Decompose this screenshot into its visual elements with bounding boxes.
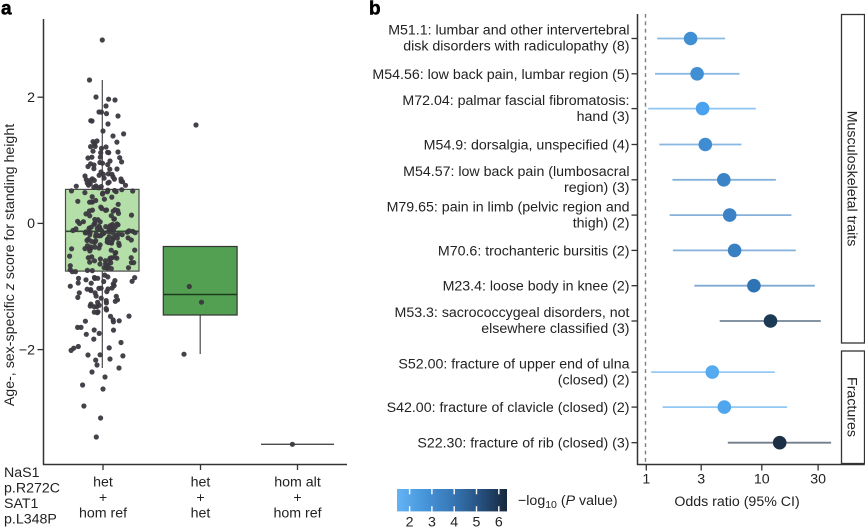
svg-text:3: 3	[697, 472, 705, 488]
svg-text:hand (3): hand (3)	[577, 109, 630, 125]
svg-text:+: +	[293, 490, 301, 506]
svg-text:hom alt: hom alt	[274, 474, 321, 490]
svg-text:het: het	[93, 474, 113, 490]
svg-text:SAT1: SAT1	[4, 496, 39, 512]
svg-text:thigh) (2): thigh) (2)	[573, 215, 630, 231]
svg-text:Odds ratio (95% CI): Odds ratio (95% CI)	[674, 494, 799, 510]
svg-text:het: het	[191, 506, 211, 522]
svg-text:S22.30: fracture of rib (close: S22.30: fracture of rib (closed) (3)	[417, 436, 629, 452]
svg-text:region) (3): region) (3)	[564, 180, 629, 196]
svg-text:Fractures: Fractures	[844, 377, 860, 437]
svg-text:M54.9: dorsalgia, unspecified: M54.9: dorsalgia, unspecified (4)	[424, 138, 630, 154]
svg-text:+: +	[196, 490, 204, 506]
svg-text:6: 6	[495, 515, 503, 528]
svg-text:p.R272C: p.R272C	[4, 481, 60, 497]
svg-text:het: het	[191, 474, 211, 490]
svg-text:hom ref: hom ref	[79, 506, 127, 522]
svg-text:2: 2	[27, 90, 35, 106]
svg-text:−log10 (P value): −log10 (P value)	[518, 493, 618, 511]
svg-text:M23.4: loose body in knee (2): M23.4: loose body in knee (2)	[443, 279, 630, 295]
svg-text:5: 5	[473, 515, 481, 528]
svg-text:S42.00: fracture of clavicle (: S42.00: fracture of clavicle (closed) (2…	[387, 400, 630, 416]
svg-text:M51.1: lumbar and other interv: M51.1: lumbar and other intervertebral	[388, 23, 629, 39]
svg-text:p.L348P: p.L348P	[4, 512, 57, 527]
svg-text:NaS1: NaS1	[4, 465, 40, 481]
svg-text:S52.00: fracture of upper end: S52.00: fracture of upper end of ulna	[398, 356, 629, 372]
svg-text:M53.3: sacrococcygeal disorder: M53.3: sacrococcygeal disorders, not	[395, 305, 630, 321]
svg-text:M79.65: pain in limb (pelvic r: M79.65: pain in limb (pelvic region and	[387, 199, 630, 215]
svg-text:+: +	[99, 490, 107, 506]
svg-text:disk disorders with radiculopa: disk disorders with radiculopathy (8)	[403, 39, 629, 55]
svg-text:elsewhere classified (3): elsewhere classified (3)	[481, 321, 629, 337]
svg-text:M54.57: low back pain (lumbosa: M54.57: low back pain (lumbosacral	[403, 164, 629, 180]
svg-text:M54.56: low back pain, lumbar: M54.56: low back pain, lumbar region (5)	[372, 67, 629, 83]
svg-text:0: 0	[27, 216, 35, 232]
svg-text:30: 30	[810, 472, 826, 488]
svg-text:M72.04: palmar fascial fibroma: M72.04: palmar fascial fibromatosis:	[402, 93, 629, 109]
svg-text:3: 3	[428, 515, 436, 528]
svg-text:(closed) (2): (closed) (2)	[558, 372, 630, 388]
svg-text:a: a	[1, 0, 12, 20]
svg-text:10: 10	[754, 472, 770, 488]
svg-text:M70.6: trochanteric bursitis (: M70.6: trochanteric bursitis (2)	[438, 243, 630, 259]
svg-text:Musculoskeletal traits: Musculoskeletal traits	[844, 111, 860, 247]
svg-text:hom ref: hom ref	[273, 506, 321, 522]
svg-text:2: 2	[406, 515, 414, 528]
svg-text:1: 1	[642, 472, 650, 488]
svg-text:Age-, sex-specific z score for: Age-, sex-specific z score for standing …	[2, 124, 18, 406]
svg-text:−2: −2	[19, 342, 35, 358]
svg-text:4: 4	[450, 515, 458, 528]
svg-text:b: b	[369, 0, 381, 20]
